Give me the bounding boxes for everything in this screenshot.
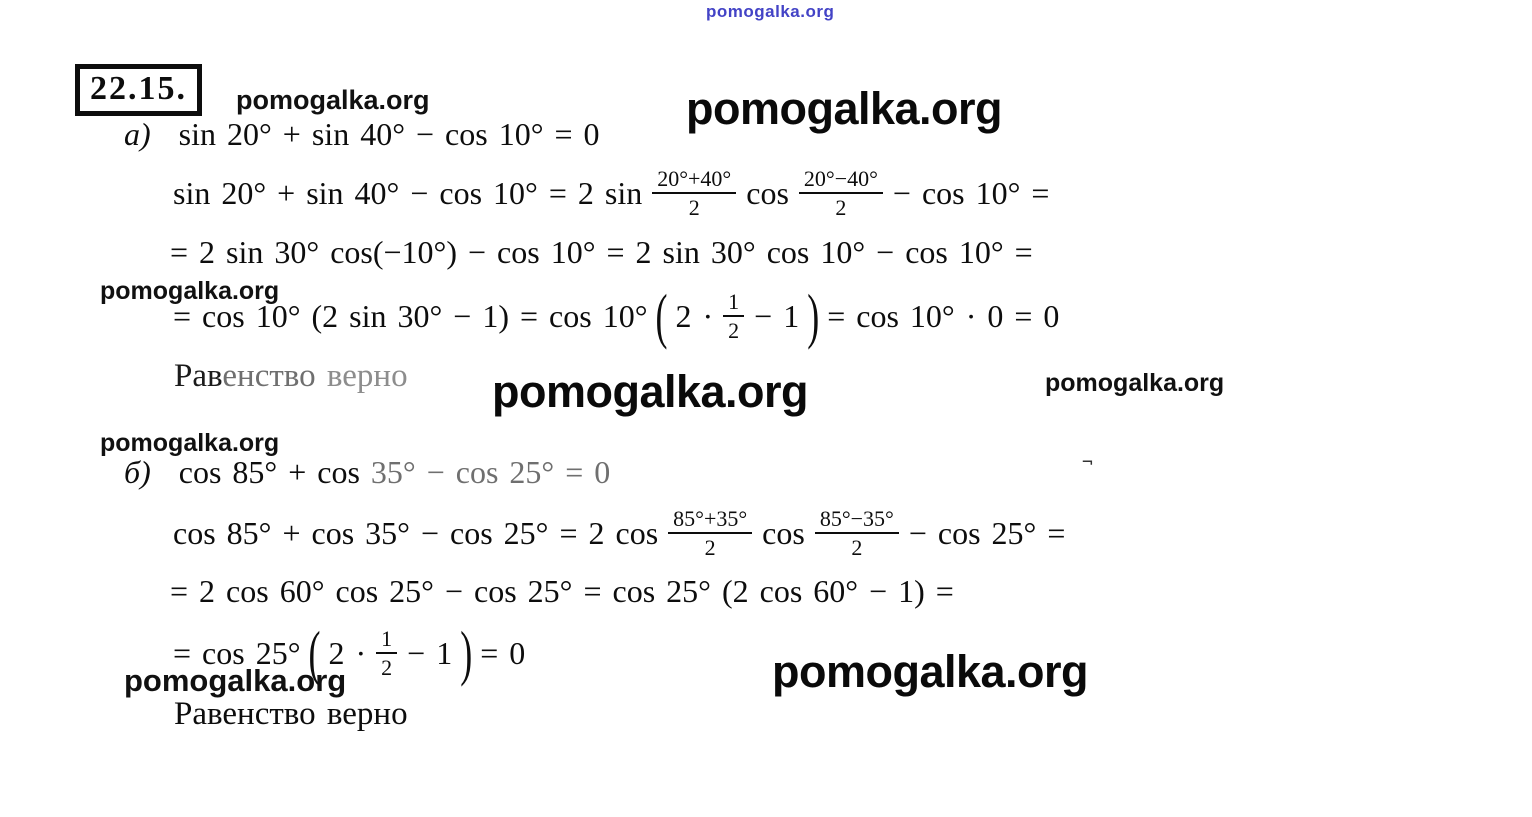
part-b-statement-faded: 35° − cos 25° = 0	[370, 454, 611, 490]
part-b-step2: = 2 cos 60° cos 25° − cos 25° = cos 25° …	[170, 573, 954, 609]
problem-number-box: 22.15.	[75, 64, 202, 116]
math-segment: 2 ·	[328, 634, 367, 671]
fraction-numerator: 20°−40°	[798, 166, 883, 194]
part-a-step2: = 2 sin 30° cos(−10°) − cos 10° = 2 sin …	[170, 234, 1033, 270]
fraction-denominator: 2	[688, 195, 700, 220]
part-b-label: б)	[124, 454, 151, 490]
part-a-statement: sin 20° + sin 40° − cos 10° = 0	[178, 116, 600, 152]
math-segment: cos	[762, 514, 805, 551]
fraction-denominator: 2	[381, 655, 393, 680]
part-b-statement-line: б) cos 85° + cos 35° − cos 25° = 0	[124, 454, 610, 491]
stray-artifact-mark: ¬	[1082, 452, 1093, 473]
math-segment: − 1	[407, 634, 453, 671]
conclusion-segment: верно	[326, 358, 408, 394]
part-b-conclusion: Равенство верно	[174, 696, 408, 732]
fraction: 85°+35° 2	[668, 506, 753, 561]
math-segment: = cos 25°	[173, 634, 301, 671]
math-segment: = cos 10° · 0 = 0	[827, 297, 1060, 334]
part-a-conclusion: Равенство верно	[174, 358, 408, 395]
watermark-header: pomogalka.org	[236, 85, 430, 115]
math-segment: sin 20° + sin 40° − cos 10° = 2 sin	[173, 174, 643, 211]
math-segment: − cos 10° =	[892, 174, 1050, 211]
fraction-numerator: 85°+35°	[668, 506, 753, 534]
fraction-numerator: 85°−35°	[814, 506, 899, 534]
part-a-step3: = cos 10° (2 sin 30° − 1) = cos 10° ( 2 …	[173, 284, 1059, 348]
math-segment: − cos 25° =	[908, 514, 1066, 551]
fraction: 85°−35° 2	[814, 506, 899, 561]
fraction-denominator: 2	[728, 318, 740, 343]
fraction-denominator: 2	[851, 535, 863, 560]
watermark-big-top: pomogalka.org	[686, 83, 1003, 134]
conclusion-segment: енство	[222, 358, 327, 394]
fraction-numerator: 1	[376, 626, 398, 654]
math-segment: = cos 10° (2 sin 30° − 1) = cos 10°	[173, 297, 648, 334]
watermark-left-1: pomogalka.org	[100, 277, 280, 305]
conclusion-segment: Рав	[174, 358, 223, 394]
part-b-step1: cos 85° + cos 35° − cos 25° = 2 cos 85°+…	[173, 496, 1065, 570]
fraction-numerator: 1	[723, 289, 745, 317]
math-segment: = 0	[480, 634, 526, 671]
fraction-numerator: 20°+40°	[652, 166, 737, 194]
fraction: 20°−40° 2	[798, 166, 883, 221]
math-segment: − 1	[754, 297, 800, 334]
math-segment: cos	[746, 174, 789, 211]
fraction: 20°+40° 2	[652, 166, 737, 221]
fraction-denominator: 2	[704, 535, 716, 560]
big-left-paren: (	[308, 619, 321, 687]
big-left-paren: (	[655, 282, 668, 350]
watermark-top-blue: pomogalka.org	[706, 2, 835, 21]
fraction-denominator: 2	[835, 195, 847, 220]
big-right-paren: )	[460, 619, 473, 687]
watermark-left-2: pomogalka.org	[100, 429, 280, 457]
part-a-label: а)	[124, 116, 151, 152]
part-a-statement-line: а) sin 20° + sin 40° − cos 10° = 0	[124, 116, 600, 153]
problem-number: 22.15.	[90, 70, 187, 107]
watermark-left-3: pomogalka.org	[124, 663, 347, 698]
watermark-big-bottom: pomogalka.org	[772, 646, 1089, 697]
math-segment: cos 85° + cos 35° − cos 25° = 2 cos	[173, 514, 659, 551]
math-segment: 2 ·	[675, 297, 714, 334]
part-a-step1: sin 20° + sin 40° − cos 10° = 2 sin 20°+…	[173, 156, 1049, 230]
big-right-paren: )	[807, 282, 820, 350]
part-b-statement: cos 85° + cos	[178, 454, 360, 490]
watermark-big-middle: pomogalka.org	[492, 366, 809, 417]
watermark-right: pomogalka.org	[1045, 369, 1225, 397]
